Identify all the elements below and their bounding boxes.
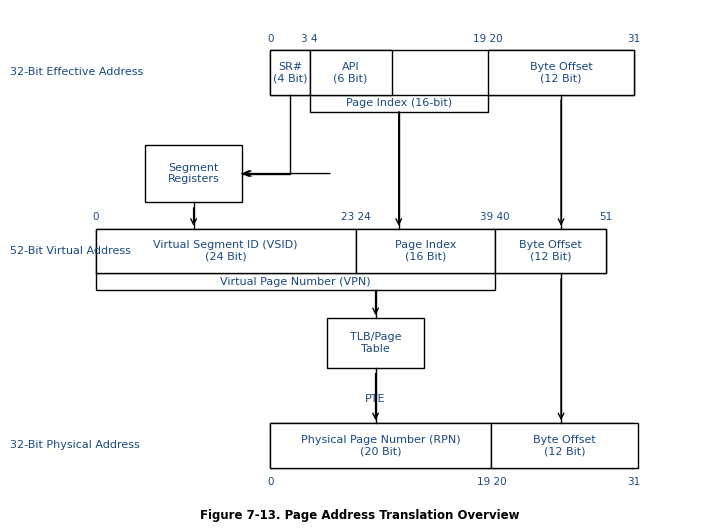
Text: 19 20: 19 20 <box>477 477 506 487</box>
Bar <box>492 423 638 468</box>
Text: Physical Page Number (RPN)
(20 Bit): Physical Page Number (RPN) (20 Bit) <box>301 435 461 456</box>
Text: 39 40: 39 40 <box>480 212 510 222</box>
Text: 32-Bit Physical Address: 32-Bit Physical Address <box>10 441 139 450</box>
Text: 31: 31 <box>628 477 641 487</box>
Bar <box>270 50 634 95</box>
Text: Byte Offset
(12 Bit): Byte Offset (12 Bit) <box>530 62 592 83</box>
Text: Virtual Page Number (VPN): Virtual Page Number (VPN) <box>220 277 370 287</box>
Bar <box>270 50 310 95</box>
Text: Page Index (16-bit): Page Index (16-bit) <box>346 98 452 108</box>
Bar <box>488 50 634 95</box>
Bar <box>145 144 242 202</box>
Text: Figure 7-13. Page Address Translation Overview: Figure 7-13. Page Address Translation Ov… <box>200 509 519 521</box>
Text: 0: 0 <box>267 477 273 487</box>
Bar <box>96 229 356 273</box>
Text: 51: 51 <box>599 212 613 222</box>
Bar <box>356 229 495 273</box>
Text: Segment
Registers: Segment Registers <box>168 162 219 184</box>
Text: 0: 0 <box>92 212 99 222</box>
Text: 32-Bit Effective Address: 32-Bit Effective Address <box>10 67 143 78</box>
Bar <box>327 318 423 368</box>
Text: Virtual Segment ID (VSID)
(24 Bit): Virtual Segment ID (VSID) (24 Bit) <box>153 240 298 262</box>
Bar <box>495 229 605 273</box>
Text: API
(6 Bit): API (6 Bit) <box>334 62 368 83</box>
Text: 0: 0 <box>267 34 273 44</box>
Text: 52-Bit Virtual Address: 52-Bit Virtual Address <box>10 246 131 256</box>
Text: PTE: PTE <box>365 394 386 404</box>
Bar <box>96 229 605 273</box>
Bar <box>270 423 492 468</box>
Text: Byte Offset
(12 Bit): Byte Offset (12 Bit) <box>519 240 582 262</box>
Text: 3 4: 3 4 <box>301 34 318 44</box>
Bar <box>310 50 392 95</box>
Text: 31: 31 <box>628 34 641 44</box>
Bar <box>270 423 634 468</box>
Text: Byte Offset
(12 Bit): Byte Offset (12 Bit) <box>533 435 596 456</box>
Text: SR#
(4 Bit): SR# (4 Bit) <box>273 62 307 83</box>
Text: 19 20: 19 20 <box>473 34 503 44</box>
Text: 23 24: 23 24 <box>341 212 371 222</box>
Text: Page Index
(16 Bit): Page Index (16 Bit) <box>395 240 456 262</box>
Text: TLB/Page
Table: TLB/Page Table <box>350 332 401 354</box>
